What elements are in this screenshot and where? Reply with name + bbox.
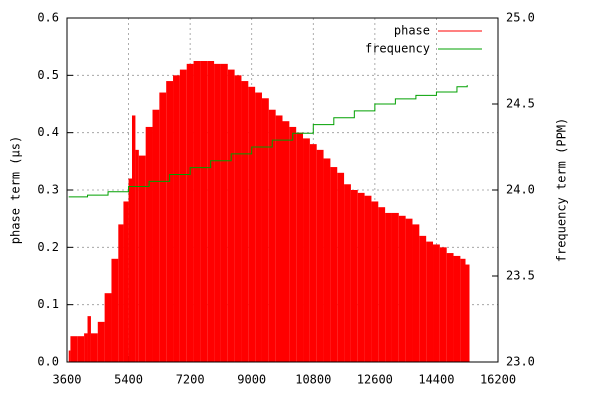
phase-bar xyxy=(282,121,290,362)
phase-bar xyxy=(439,247,447,362)
phase-bar xyxy=(268,109,276,362)
x-tick-label: 7200 xyxy=(176,373,205,387)
phase-bar xyxy=(145,126,153,362)
phase-bar xyxy=(426,241,434,362)
phase-bar xyxy=(220,63,228,362)
legend-label: phase xyxy=(394,24,430,38)
phase-bar xyxy=(433,244,440,362)
x-tick-label: 12600 xyxy=(357,373,393,387)
phase-bar xyxy=(128,178,132,362)
y-tick-label: 0.3 xyxy=(37,183,59,197)
phase-bar xyxy=(241,81,249,363)
y-tick-label: 0.0 xyxy=(37,355,59,369)
phase-bar xyxy=(234,75,242,362)
y-tick-label: 0.4 xyxy=(37,125,59,139)
phase-bar xyxy=(344,184,351,362)
phase-bar xyxy=(248,86,256,363)
phase-bar xyxy=(261,98,269,363)
phase-bar xyxy=(131,115,136,362)
phase-bar xyxy=(77,336,85,362)
x-tick-label: 3600 xyxy=(53,373,82,387)
y2-tick-label: 24.5 xyxy=(506,97,535,111)
y2-tick-label: 23.5 xyxy=(506,269,535,283)
plot-border xyxy=(66,17,499,363)
phase-bar xyxy=(296,132,304,362)
y-tick-label: 0.2 xyxy=(37,240,59,254)
phase-bar xyxy=(350,190,358,362)
phase-bar xyxy=(87,316,91,362)
phase-bar xyxy=(135,149,139,362)
phase-bar xyxy=(104,293,112,362)
phase-bar xyxy=(364,195,372,362)
y-tick-label: 0.1 xyxy=(37,297,59,311)
phase-bar xyxy=(465,264,470,362)
phase-bar xyxy=(186,63,194,362)
phase-bar xyxy=(118,224,124,362)
phase-bar xyxy=(405,218,413,362)
y-tick-label: 0.5 xyxy=(37,68,59,82)
phase-bar xyxy=(227,69,235,362)
phase-bar xyxy=(357,192,365,362)
phase-bar xyxy=(173,75,180,362)
phase-bar xyxy=(255,92,262,363)
phase-bar xyxy=(159,92,167,363)
phase-bar xyxy=(371,201,379,362)
phase-bar xyxy=(123,201,129,362)
phase-bar xyxy=(68,350,71,362)
phase-bar xyxy=(200,61,208,362)
phase-bar xyxy=(378,207,386,362)
phase-bar xyxy=(84,333,88,362)
phase-bar xyxy=(337,172,345,362)
phase-bar xyxy=(166,81,174,363)
phase-bar xyxy=(412,224,420,362)
phase-bar xyxy=(193,61,201,362)
x-tick-label: 9000 xyxy=(237,373,266,387)
phase-bar xyxy=(323,158,331,362)
phase-bar xyxy=(309,144,317,362)
phase-bar xyxy=(460,258,466,362)
x-tick-label: 14400 xyxy=(418,373,454,387)
x-tick-label: 5400 xyxy=(114,373,143,387)
y2-tick-label: 24.0 xyxy=(506,183,535,197)
y2-axis-label: frequency term (PPM) xyxy=(555,118,569,263)
phase-bar xyxy=(446,253,454,362)
phase-bar xyxy=(385,212,392,362)
phase-bar xyxy=(398,215,406,362)
x-tick-label: 16200 xyxy=(480,373,516,387)
phase-bar xyxy=(214,63,221,362)
frequency-line xyxy=(68,85,468,198)
x-tick-label: 10800 xyxy=(295,373,331,387)
phase-bar xyxy=(138,155,146,362)
phase-bar xyxy=(330,167,338,362)
phase-bar xyxy=(179,69,187,362)
phase-bar xyxy=(316,149,324,362)
phase-bar xyxy=(419,235,427,362)
y2-tick-label: 25.0 xyxy=(506,11,535,25)
phase-bar xyxy=(152,109,160,362)
legend-label: frequency xyxy=(365,42,430,56)
phase-bar xyxy=(111,258,119,362)
phase-bar xyxy=(275,115,283,362)
phase-bar xyxy=(90,333,98,362)
phase-bar xyxy=(303,138,310,362)
phase-bar xyxy=(289,126,297,362)
phase-bar xyxy=(207,61,215,362)
phase-bar xyxy=(453,255,461,362)
phase-bar xyxy=(391,212,399,362)
y2-tick-label: 23.0 xyxy=(506,355,535,369)
phase-bar xyxy=(97,321,105,362)
y-axis-label: phase term (µs) xyxy=(9,136,23,244)
y-tick-label: 0.6 xyxy=(37,11,59,25)
phase-bar xyxy=(70,336,78,362)
